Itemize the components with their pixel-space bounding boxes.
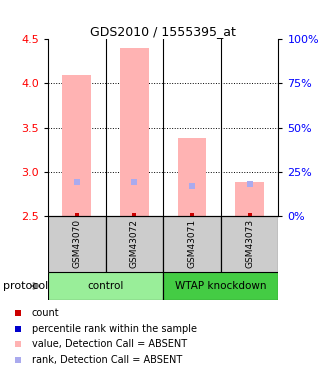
Text: percentile rank within the sample: percentile rank within the sample (32, 324, 197, 333)
Bar (48, 272, 163, 300)
Bar (62, 75, 91, 216)
Text: rank, Detection Call = ABSENT: rank, Detection Call = ABSENT (32, 355, 182, 365)
Text: GSM43072: GSM43072 (130, 219, 139, 268)
Bar (178, 138, 206, 216)
Bar (235, 182, 264, 216)
Text: GSM43071: GSM43071 (188, 219, 196, 268)
Title: GDS2010 / 1555395_at: GDS2010 / 1555395_at (90, 25, 236, 38)
Text: count: count (32, 308, 60, 318)
Text: GSM43073: GSM43073 (245, 219, 254, 268)
Bar (48, 216, 106, 272)
Text: protocol: protocol (3, 281, 48, 291)
Bar (163, 216, 221, 272)
Text: control: control (87, 281, 124, 291)
Bar (163, 272, 278, 300)
Bar (221, 216, 278, 272)
Bar (120, 48, 149, 216)
Bar (106, 216, 163, 272)
Text: value, Detection Call = ABSENT: value, Detection Call = ABSENT (32, 339, 187, 349)
Text: WTAP knockdown: WTAP knockdown (175, 281, 267, 291)
Text: GSM43070: GSM43070 (72, 219, 81, 268)
